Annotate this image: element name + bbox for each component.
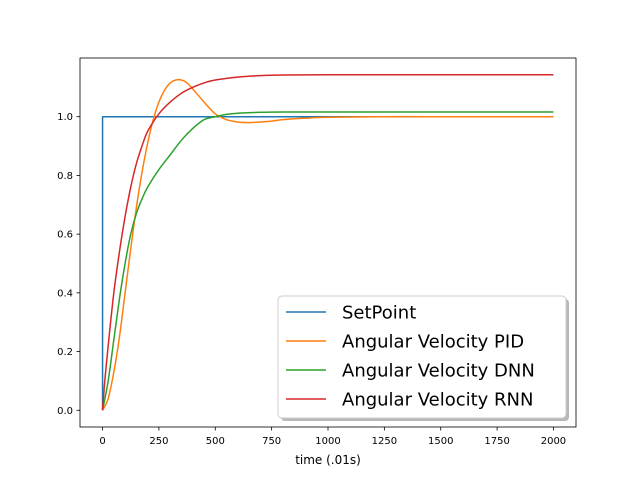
x-tick-label: 2000: [541, 436, 566, 447]
x-tick-label: 750: [262, 436, 281, 447]
x-axis-label: time (.01s): [295, 453, 361, 467]
plot-lines: [101, 73, 554, 411]
y-tick-label: 0.0: [57, 406, 73, 417]
x-tick-label: 1750: [484, 436, 509, 447]
series-line-angular-velocity-dnn: [101, 111, 554, 411]
x-axis-ticks: 0 250 500 750 1000 1250 1500 1750 2000: [99, 427, 566, 447]
y-tick-label: 0.6: [57, 230, 73, 241]
legend-label-angular-velocity-rnn: Angular Velocity RNN: [342, 390, 533, 411]
y-tick-label: 0.4: [57, 288, 73, 299]
x-tick-label: 1250: [372, 436, 397, 447]
x-tick-label: 250: [149, 436, 168, 447]
y-tick-label: 0.2: [57, 347, 73, 358]
legend-label-angular-velocity-pid: Angular Velocity PID: [342, 332, 524, 353]
legend: SetPoint Angular Velocity PID Angular Velo…: [277, 295, 569, 421]
legend-label-angular-velocity-dnn: Angular Velocity DNN: [342, 361, 535, 382]
legend-label-setpoint: SetPoint: [342, 303, 416, 324]
y-tick-label: 1.0: [57, 112, 73, 123]
x-tick-label: 1500: [428, 436, 453, 447]
y-axis-ticks: 0.0 0.2 0.4 0.6 0.8 1.0: [57, 112, 80, 417]
series-line-angular-velocity-rnn: [101, 73, 554, 411]
series-line-angular-velocity-pid: [101, 78, 554, 411]
x-tick-label: 1000: [315, 436, 340, 447]
legend-box: [277, 295, 567, 419]
x-tick-label: 500: [206, 436, 225, 447]
y-tick-label: 0.8: [57, 171, 73, 182]
x-tick-label: 0: [99, 436, 105, 447]
